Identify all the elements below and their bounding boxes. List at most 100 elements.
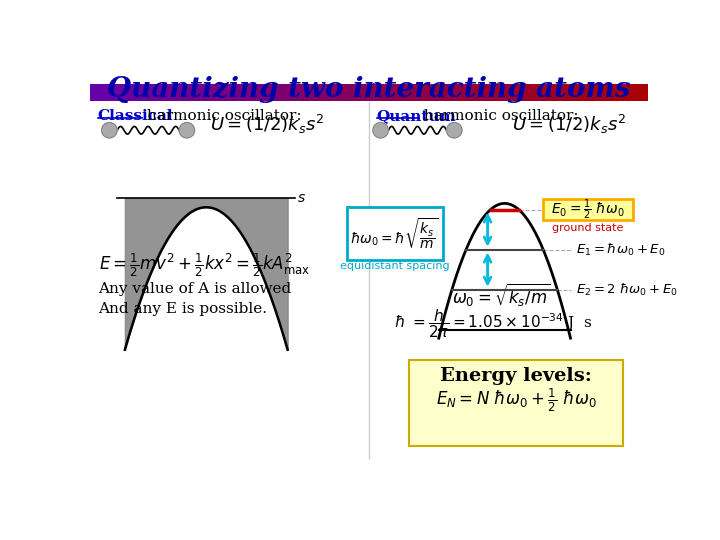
Bar	[364, 84, 365, 101]
Bar	[481, 84, 482, 101]
Bar	[640, 84, 641, 101]
Bar	[405, 84, 406, 101]
Bar	[572, 84, 573, 101]
Bar	[577, 84, 578, 101]
Bar	[205, 84, 206, 101]
Bar	[168, 84, 169, 101]
Bar	[128, 84, 129, 101]
Bar	[571, 84, 572, 101]
Bar	[434, 84, 435, 101]
Bar	[342, 84, 343, 101]
Text: And any E is possible.: And any E is possible.	[98, 302, 266, 316]
Bar	[516, 84, 517, 101]
Bar	[608, 84, 609, 101]
Bar	[313, 84, 314, 101]
Bar	[335, 84, 336, 101]
Bar	[629, 84, 630, 101]
Bar	[444, 84, 445, 101]
Bar	[316, 84, 317, 101]
Text: $U = (1/2)k_s s^2$: $U = (1/2)k_s s^2$	[513, 113, 626, 137]
Bar	[152, 84, 153, 101]
Bar	[423, 84, 424, 101]
Bar	[138, 84, 139, 101]
Bar	[557, 84, 558, 101]
Bar	[175, 84, 176, 101]
Bar	[489, 84, 490, 101]
Bar	[154, 84, 155, 101]
FancyBboxPatch shape	[346, 207, 443, 260]
Bar	[295, 84, 296, 101]
Bar	[466, 84, 467, 101]
Bar	[559, 84, 560, 101]
Bar	[266, 84, 267, 101]
Bar	[325, 84, 326, 101]
Bar	[158, 84, 159, 101]
Bar	[566, 84, 567, 101]
Bar	[215, 84, 216, 101]
Bar	[523, 84, 524, 101]
Bar	[241, 84, 242, 101]
Bar	[307, 84, 309, 101]
Bar	[573, 84, 574, 101]
Bar	[330, 84, 331, 101]
Bar	[348, 84, 349, 101]
Bar	[503, 84, 504, 101]
Bar	[210, 84, 211, 101]
Bar	[190, 84, 191, 101]
Bar	[137, 84, 138, 101]
Bar	[96, 84, 97, 101]
Bar	[518, 84, 519, 101]
Bar	[131, 84, 132, 101]
Bar	[94, 84, 96, 101]
Bar	[638, 84, 639, 101]
Bar	[133, 84, 134, 101]
Bar	[97, 84, 98, 101]
Bar	[179, 84, 180, 101]
Bar	[531, 84, 532, 101]
Bar	[453, 84, 454, 101]
Bar	[605, 84, 606, 101]
Bar	[272, 84, 273, 101]
Bar	[252, 84, 253, 101]
Bar	[243, 84, 244, 101]
Bar	[151, 84, 152, 101]
Bar	[394, 84, 395, 101]
Bar	[90, 84, 91, 101]
Bar	[231, 84, 232, 101]
Bar	[240, 84, 241, 101]
Bar	[375, 84, 376, 101]
Bar	[365, 84, 366, 101]
Bar	[214, 84, 215, 101]
Bar	[209, 84, 210, 101]
Bar	[510, 84, 512, 101]
Bar	[258, 84, 259, 101]
Bar	[496, 84, 497, 101]
Bar	[506, 84, 507, 101]
Bar	[287, 84, 289, 101]
Bar	[161, 84, 162, 101]
Bar	[193, 84, 194, 101]
Bar	[302, 84, 303, 101]
Bar	[200, 84, 201, 101]
Bar	[323, 84, 324, 101]
Bar	[378, 84, 379, 101]
Bar	[550, 84, 551, 101]
Bar	[377, 84, 378, 101]
Bar	[487, 84, 488, 101]
Text: $\hbar\omega_0 = \hbar\sqrt{\dfrac{k_s}{m}}$: $\hbar\omega_0 = \hbar\sqrt{\dfrac{k_s}{…	[351, 217, 439, 251]
Bar	[582, 84, 583, 101]
Bar	[452, 84, 453, 101]
Bar	[223, 84, 224, 101]
Bar	[113, 84, 114, 101]
Bar	[332, 84, 333, 101]
Text: Quantum: Quantum	[377, 110, 456, 124]
Bar	[568, 84, 569, 101]
Bar	[538, 84, 539, 101]
Text: ground state: ground state	[552, 224, 624, 233]
Bar	[561, 84, 562, 101]
Bar	[195, 84, 196, 101]
Bar	[578, 84, 579, 101]
Bar	[570, 84, 571, 101]
Bar	[221, 84, 222, 101]
Bar	[143, 84, 144, 101]
